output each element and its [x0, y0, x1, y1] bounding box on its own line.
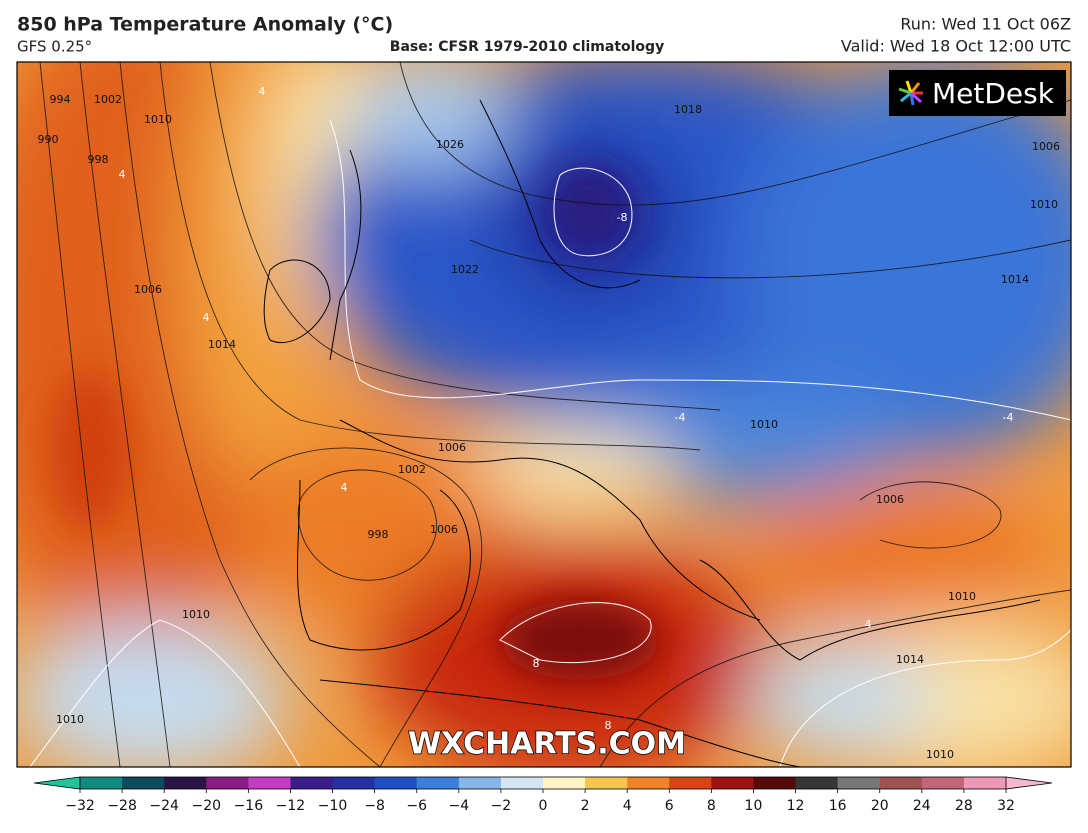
isobar-label: 1006 — [876, 493, 904, 506]
colorbar-segment — [248, 777, 291, 789]
isobar-label: 1006 — [438, 441, 466, 454]
colorbar-segment — [122, 777, 165, 789]
isobar-label: 1010 — [948, 590, 976, 603]
isobar-label: 990 — [38, 133, 59, 146]
colorbar-tick-label: 12 — [787, 798, 805, 814]
anomaly-contours — [29, 119, 1071, 767]
colorbar-tick-label: −12 — [276, 798, 306, 814]
colorbar-tick-label: −20 — [191, 798, 221, 814]
colorbar-segment — [80, 777, 123, 789]
isobar-label: 1014 — [208, 338, 236, 351]
isobar-label: 1006 — [430, 523, 458, 536]
isobar-label: 1010 — [750, 418, 778, 431]
isobar-label: 994 — [50, 93, 71, 106]
colorbar-tick-label: 4 — [623, 798, 632, 814]
colorbar-tick-label: 32 — [997, 798, 1015, 814]
colorbar-tick-label: 16 — [829, 798, 847, 814]
colorbar-segment — [543, 777, 586, 789]
run: Run: Wed 11 Oct 06Z — [900, 15, 1071, 34]
valid: Valid: Wed 18 Oct 12:00 UTC — [841, 37, 1071, 56]
colorbar-tick-label: −8 — [364, 798, 385, 814]
isobar-label: 998 — [368, 528, 389, 541]
isobar-label: 1014 — [896, 653, 924, 666]
colorbar-segment — [164, 777, 207, 789]
isobar-label: 998 — [88, 153, 109, 166]
colorbar-segment — [921, 777, 965, 789]
colorbar-segment — [753, 777, 797, 789]
anomaly-label: -4 — [675, 411, 686, 424]
isobar-labels: 994 1002 1010 990 998 1006 1014 1026 1022 1018 100… — [38, 85, 1061, 761]
anomaly-label: 4 — [865, 618, 872, 631]
colorbar-tick-label: −24 — [149, 798, 179, 814]
colorbar-tick-label: −6 — [406, 798, 427, 814]
isobar-label: 1010 — [56, 713, 84, 726]
colorbar-segment — [585, 777, 628, 789]
anomaly-label: 4 — [341, 481, 348, 494]
colorbar-segment — [711, 777, 754, 789]
logo-icon — [898, 80, 923, 106]
colorbar-segment — [879, 777, 923, 789]
title: 850 hPa Temperature Anomaly (°C) — [17, 14, 393, 36]
isobar-label: 1010 — [1030, 198, 1058, 211]
isobar-label: 1010 — [926, 748, 954, 761]
colorbar-segment — [837, 777, 881, 789]
anomaly-label: 4 — [119, 168, 126, 181]
colorbar-tick-label: −16 — [234, 798, 264, 814]
colorbar-segment — [627, 777, 670, 789]
isobar-label: 1006 — [1032, 140, 1060, 153]
anomaly-label: -4 — [1003, 411, 1014, 424]
anomaly-label: 8 — [605, 719, 612, 732]
colorbar-tick-label: −4 — [448, 798, 469, 814]
colorbar-segment — [500, 777, 544, 789]
isobar-label: 1026 — [436, 138, 464, 151]
colorbar-tick-label: 2 — [581, 798, 590, 814]
isobar-label: 1022 — [451, 263, 479, 276]
isobar-label: 1010 — [144, 113, 172, 126]
isobar-label: 1018 — [674, 103, 702, 116]
isobar-label: 1006 — [134, 283, 162, 296]
colorbar-tick-label: 20 — [871, 798, 889, 814]
colorbar-segment — [374, 777, 418, 789]
colorbar-segment — [963, 777, 1007, 789]
colorbar-tick-label: −28 — [107, 798, 137, 814]
colorbar-tick-label: −10 — [318, 798, 348, 814]
colorbar-tick-label: 0 — [539, 798, 548, 814]
model: GFS 0.25° — [17, 38, 92, 56]
isobar-label: 1002 — [398, 463, 426, 476]
isobar-label: 1014 — [1001, 273, 1029, 286]
map — [17, 62, 1071, 767]
anomaly-label: 4 — [203, 311, 210, 324]
colorbar-tick-label: 24 — [913, 798, 931, 814]
watermark: WXCHARTS.COM — [408, 727, 686, 762]
colorbar-segment — [290, 777, 334, 789]
colorbar-tick-label: −32 — [65, 798, 95, 814]
anomaly-label: 8 — [533, 657, 540, 670]
coastlines — [263, 99, 1041, 767]
colorbar-over — [1005, 776, 1053, 790]
colorbar-segment — [332, 777, 376, 789]
colorbar-segment — [669, 777, 712, 789]
colorbar-tick-label: 8 — [707, 798, 716, 814]
colorbar-segment — [458, 777, 502, 789]
colorbar-under — [33, 776, 81, 790]
colorbar-tick-label: −2 — [491, 798, 512, 814]
colorbar-tick-label: 6 — [665, 798, 674, 814]
isobars — [39, 62, 1071, 767]
isobar-label: 1002 — [94, 93, 122, 106]
anomaly-label: -8 — [617, 211, 628, 224]
colorbar: −32 −28 −24 −20 −16 −12 −10 −8 −6 −4 −2 0 2 4 6 8 10 12 16… — [33, 776, 1053, 814]
logo: MetDesk — [932, 77, 1055, 110]
colorbar-segment — [795, 777, 839, 789]
base: Base: CFSR 1979-2010 climatology — [390, 39, 664, 55]
colorbar-tick-label: 28 — [955, 798, 973, 814]
colorbar-segment — [416, 777, 460, 789]
colorbar-segment — [206, 777, 249, 789]
colorbar-tick-label: 10 — [745, 798, 763, 814]
anomaly-label: 4 — [259, 85, 266, 98]
isobar-label: 1010 — [182, 608, 210, 621]
map-frame — [16, 61, 1072, 768]
